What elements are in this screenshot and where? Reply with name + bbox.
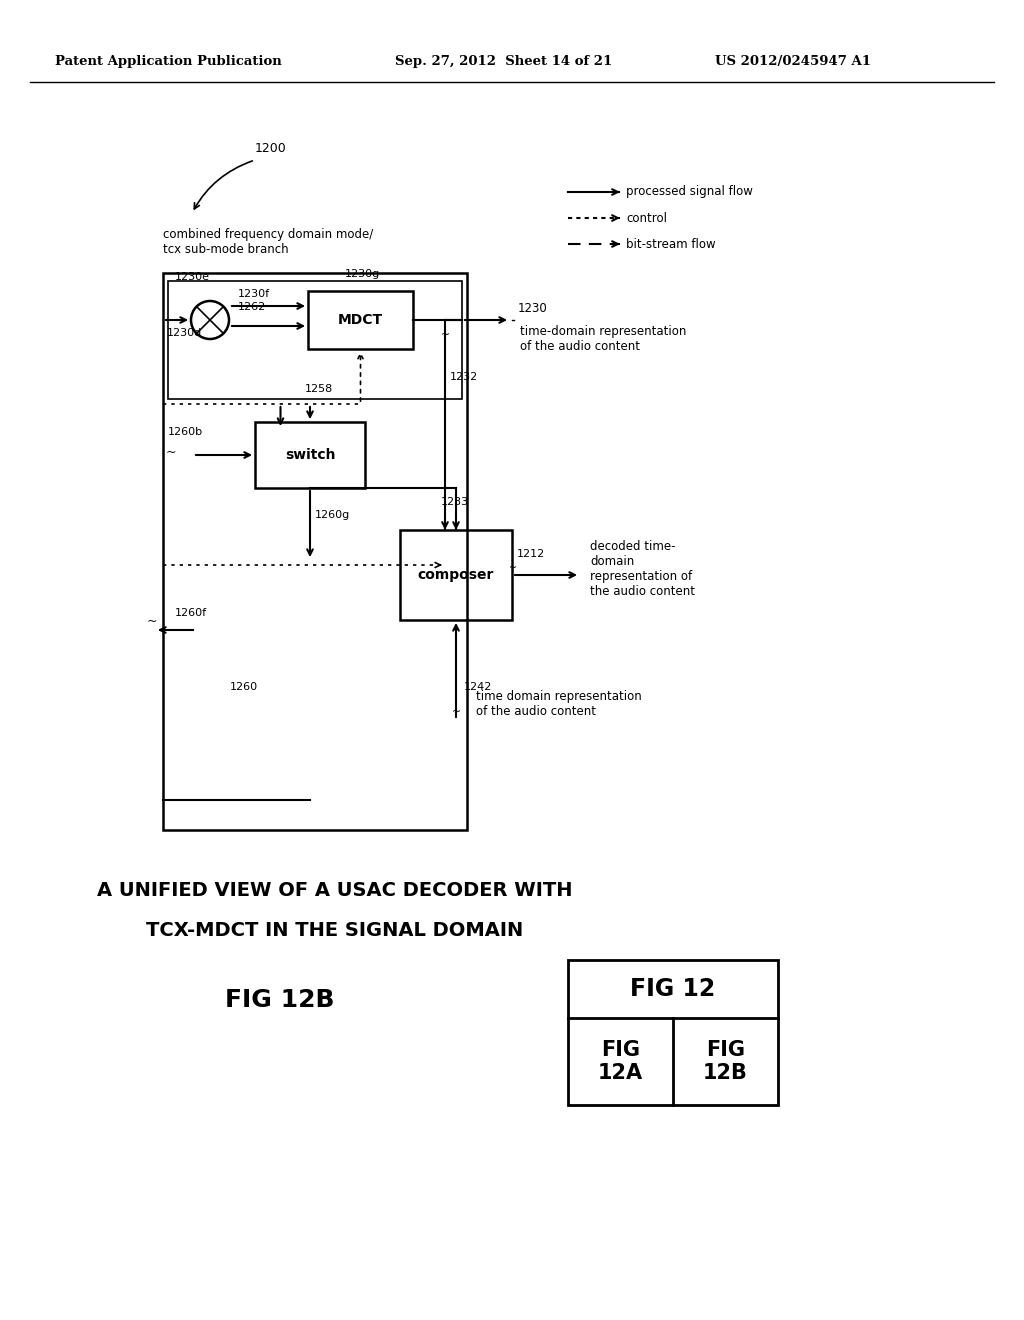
Text: 1260g: 1260g (315, 510, 350, 520)
Text: 1262: 1262 (238, 302, 266, 312)
Text: time domain representation
of the audio content: time domain representation of the audio … (476, 690, 642, 718)
Text: 1230f: 1230f (238, 289, 270, 300)
Text: ~: ~ (166, 446, 176, 458)
Text: 1260f: 1260f (175, 609, 207, 618)
Text: 1242: 1242 (464, 682, 493, 692)
Text: 1260: 1260 (230, 682, 258, 692)
Text: MDCT: MDCT (338, 313, 383, 327)
Text: combined frequency domain mode/
tcx sub-mode branch: combined frequency domain mode/ tcx sub-… (163, 228, 374, 256)
Text: control: control (626, 211, 667, 224)
Bar (400, 531, 512, 620)
Text: Sep. 27, 2012  Sheet 14 of 21: Sep. 27, 2012 Sheet 14 of 21 (395, 55, 612, 69)
Text: composer: composer (418, 568, 495, 582)
Text: ~: ~ (147, 615, 158, 628)
Bar (568, 960, 778, 1105)
Text: FIG
12B: FIG 12B (703, 1040, 748, 1084)
Text: 1230e: 1230e (175, 272, 210, 282)
Text: 1233: 1233 (441, 498, 469, 507)
Bar (255, 422, 365, 488)
Text: bit-stream flow: bit-stream flow (626, 238, 716, 251)
Text: FIG
12A: FIG 12A (598, 1040, 643, 1084)
Bar (308, 290, 413, 348)
Text: time-domain representation
of the audio content: time-domain representation of the audio … (520, 325, 686, 352)
Text: ~: ~ (452, 708, 461, 717)
Text: 1200: 1200 (255, 141, 287, 154)
Bar (163, 273, 467, 830)
Text: 1212: 1212 (517, 549, 545, 558)
Text: ~: ~ (509, 564, 517, 573)
Text: Patent Application Publication: Patent Application Publication (55, 55, 282, 69)
Text: 1232: 1232 (450, 372, 478, 381)
Text: 1230: 1230 (518, 302, 548, 315)
Text: 1230g: 1230g (345, 269, 380, 279)
Text: switch: switch (285, 447, 335, 462)
Text: decoded time-
domain
representation of
the audio content: decoded time- domain representation of t… (590, 540, 695, 598)
Text: FIG 12B: FIG 12B (225, 987, 335, 1012)
Text: 1258: 1258 (305, 384, 333, 393)
Text: 1260b: 1260b (168, 426, 203, 437)
Text: FIG 12: FIG 12 (631, 977, 716, 1001)
Text: US 2012/0245947 A1: US 2012/0245947 A1 (715, 55, 871, 69)
Text: A UNIFIED VIEW OF A USAC DECODER WITH: A UNIFIED VIEW OF A USAC DECODER WITH (97, 880, 572, 899)
Text: processed signal flow: processed signal flow (626, 186, 753, 198)
Text: ~: ~ (441, 330, 451, 341)
Text: TCX-MDCT IN THE SIGNAL DOMAIN: TCX-MDCT IN THE SIGNAL DOMAIN (146, 920, 523, 940)
Text: 1230d: 1230d (167, 327, 203, 338)
Bar (168, 281, 462, 399)
